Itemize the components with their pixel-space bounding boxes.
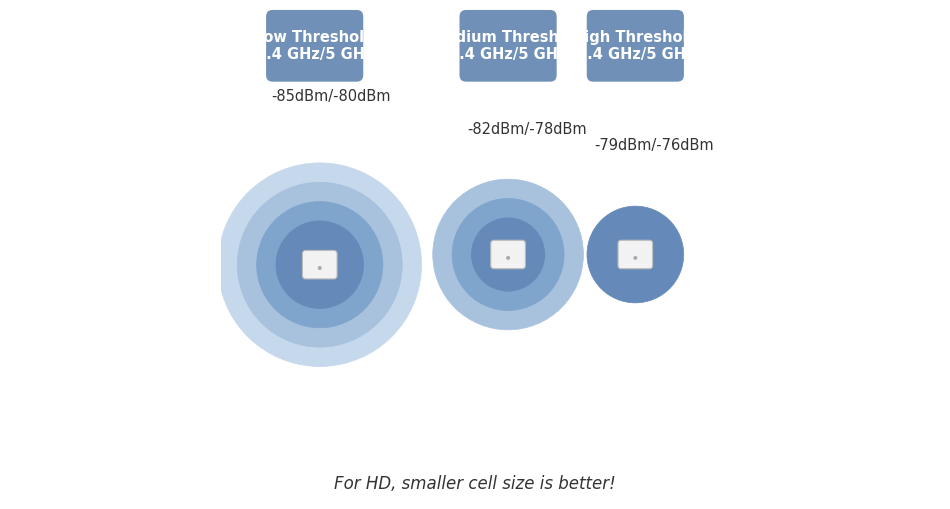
Circle shape [238,182,402,347]
Circle shape [276,221,364,308]
Circle shape [506,256,510,260]
Circle shape [471,218,544,291]
Text: -82dBm/-78dBm: -82dBm/-78dBm [467,122,587,137]
FancyBboxPatch shape [459,9,558,82]
FancyBboxPatch shape [302,250,337,279]
Text: -79dBm/-76dBm: -79dBm/-76dBm [595,137,714,153]
Circle shape [317,266,322,270]
Circle shape [452,199,564,310]
FancyBboxPatch shape [618,240,653,269]
Text: For HD, smaller cell size is better!: For HD, smaller cell size is better! [334,474,616,493]
FancyBboxPatch shape [586,9,685,82]
Circle shape [256,202,383,328]
Text: Medium Threshold
2.4 GHz/5 GHz: Medium Threshold 2.4 GHz/5 GHz [431,30,585,62]
Circle shape [218,163,422,366]
Text: Low Threshold
2.4 GHz/5 GHz: Low Threshold 2.4 GHz/5 GHz [255,30,375,62]
FancyBboxPatch shape [491,240,525,269]
Text: -85dBm/-80dBm: -85dBm/-80dBm [272,89,390,104]
Circle shape [587,206,684,303]
Text: High Threshold
2.4 GHz/5 GHz: High Threshold 2.4 GHz/5 GHz [572,30,698,62]
FancyBboxPatch shape [265,9,364,82]
Circle shape [433,179,583,330]
Circle shape [634,256,637,260]
